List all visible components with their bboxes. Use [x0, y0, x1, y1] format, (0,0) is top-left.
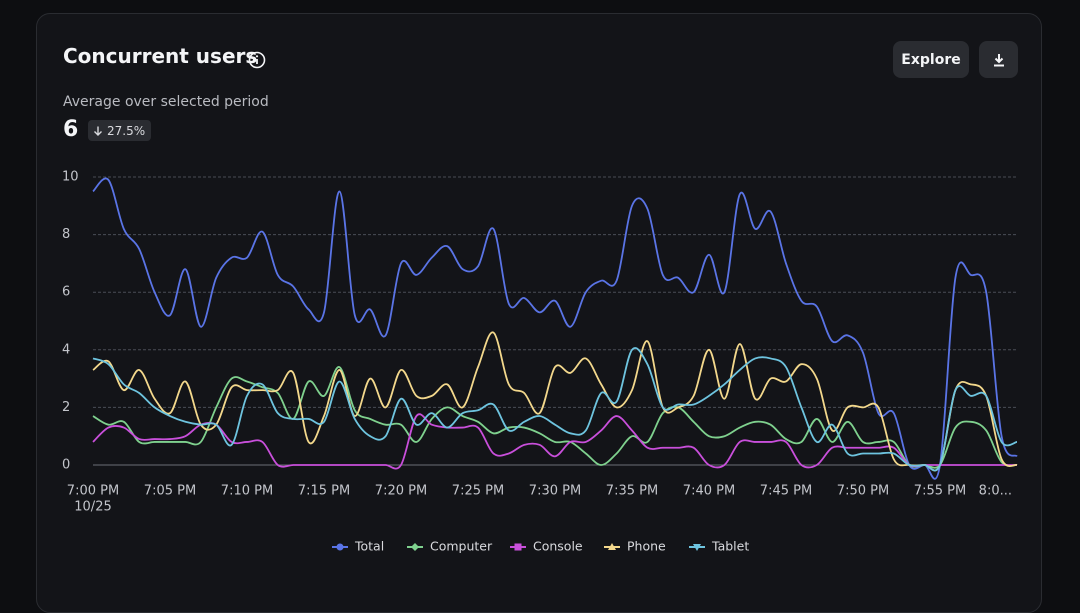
x-tick-label: 7:15 PM: [298, 484, 350, 499]
legend-marker: [411, 543, 419, 551]
series-line: [92, 347, 1018, 472]
legend-label: Computer: [430, 539, 493, 554]
x-tick-label: 7:55 PM: [914, 484, 966, 499]
download-button[interactable]: [979, 41, 1018, 78]
change-badge: 27.5%: [88, 120, 152, 141]
legend-item[interactable]: Total: [332, 539, 384, 554]
series-line: [92, 366, 1018, 469]
summary-label: Average over selected period: [63, 94, 269, 110]
x-tick-label: 7:20 PM: [375, 484, 427, 499]
card-title: Concurrent users: [63, 44, 258, 68]
y-tick-label: 0: [62, 458, 70, 473]
legend-marker: [514, 543, 522, 551]
legend-item[interactable]: Tablet: [689, 539, 749, 554]
x-tick-label: 7:05 PM: [144, 484, 196, 499]
legend-marker: [608, 543, 616, 550]
y-tick-label: 4: [62, 342, 70, 357]
page: {"header": {"title": "Concurrent users",…: [36, 13, 1042, 613]
change-value: 27.5%: [107, 123, 146, 138]
x-tick-label: 7:30 PM: [529, 484, 581, 499]
y-tick-label: 10: [62, 170, 79, 185]
legend-label: Console: [533, 539, 583, 554]
y-tick-label: 6: [62, 285, 70, 300]
explore-button[interactable]: Explore: [893, 41, 969, 78]
legend-item[interactable]: Computer: [407, 539, 493, 554]
series-line: [92, 177, 1018, 480]
card: Concurrent users Explore Average over se…: [36, 13, 1042, 613]
x-tick-label: 7:50 PM: [837, 484, 889, 499]
download-icon: [993, 53, 1004, 66]
x-tick-label: 7:00 PM: [67, 484, 119, 499]
summary-value: 6: [63, 117, 79, 142]
x-date-label: 10/25: [74, 500, 111, 515]
x-tick-label: 7:25 PM: [452, 484, 504, 499]
down-arrow: [94, 126, 102, 136]
y-tick-label: 8: [62, 227, 70, 242]
legend-marker: [693, 544, 701, 551]
legend-item[interactable]: Console: [510, 539, 583, 554]
series-line: [92, 413, 1017, 470]
legend-marker: [336, 543, 344, 551]
legend-item[interactable]: Phone: [604, 539, 666, 554]
x-tick-label: 7:35 PM: [606, 484, 658, 499]
legend-label: Total: [354, 539, 384, 554]
x-tick-label: 8:0...: [979, 484, 1012, 499]
x-tick-label: 7:40 PM: [683, 484, 735, 499]
x-tick-label: 7:45 PM: [760, 484, 812, 499]
info-icon[interactable]: [248, 51, 266, 69]
x-tick-label: 7:10 PM: [221, 484, 273, 499]
y-tick-label: 2: [62, 400, 70, 415]
legend-label: Phone: [627, 539, 666, 554]
legend-label: Tablet: [711, 539, 749, 554]
series-line: [92, 331, 1018, 472]
